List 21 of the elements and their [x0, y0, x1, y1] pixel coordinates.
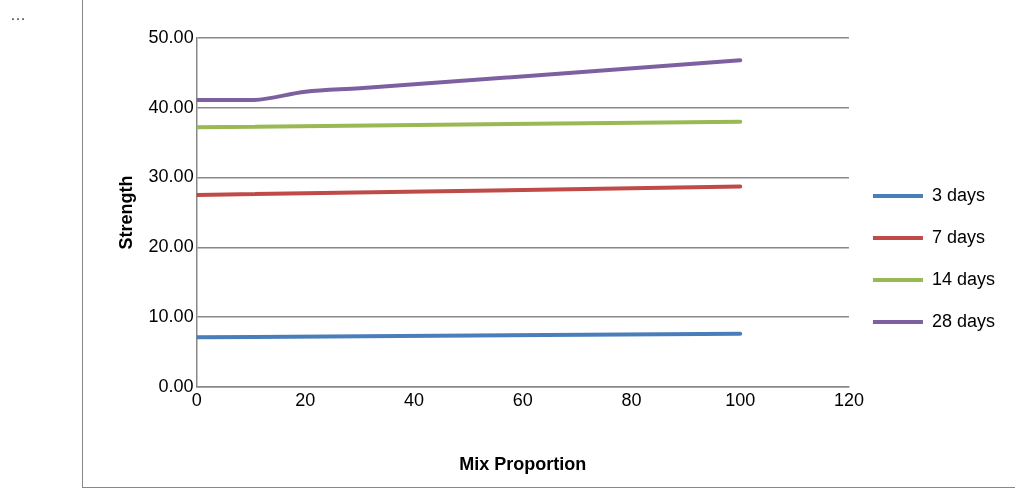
x-tick-label: 120 — [833, 389, 864, 410]
legend-label: 7 days — [931, 226, 985, 247]
y-tick-label: 0.00 — [158, 375, 194, 396]
x-tick-label: 20 — [295, 389, 316, 410]
x-axis-title: Mix Proportion — [459, 454, 587, 475]
y-tick-label: 20.00 — [148, 236, 194, 257]
legend-label: 14 days — [931, 268, 995, 289]
text: … — [10, 6, 26, 24]
legend-label: 3 days — [931, 184, 985, 205]
legend-label: 28 days — [931, 310, 995, 331]
line-series — [196, 58, 743, 103]
x-tick-label: 100 — [725, 389, 756, 410]
y-axis-title: Strength — [115, 175, 136, 250]
x-tick-label: 60 — [512, 389, 533, 410]
x-tick-label: 40 — [404, 389, 425, 410]
x-tick-label: 0 — [191, 389, 202, 410]
y-tick-label: 30.00 — [148, 166, 194, 187]
x-tick-label: 80 — [621, 389, 642, 410]
y-tick-label: 50.00 — [148, 26, 194, 47]
y-tick-label: 10.00 — [148, 306, 194, 327]
y-tick-label: 40.00 — [148, 96, 194, 117]
